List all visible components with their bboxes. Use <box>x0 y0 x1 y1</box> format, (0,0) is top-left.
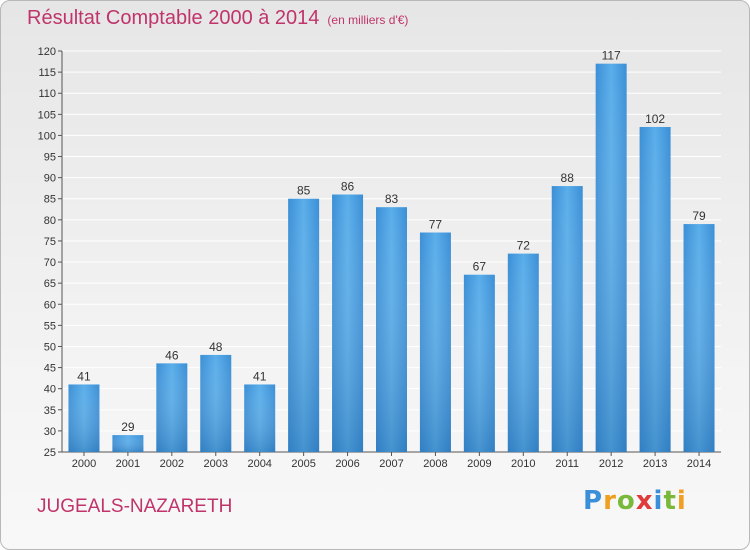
y-tick-label: 70 <box>44 257 56 269</box>
data-labels: 41 29 46 48 41 85 86 83 77 67 72 88 117 102 79 <box>77 49 706 434</box>
x-tick-label: 2004 <box>247 458 271 470</box>
proxiti-logo: Proxiti <box>583 486 687 516</box>
data-label: 77 <box>429 218 443 232</box>
y-tick-label: 105 <box>38 109 56 121</box>
data-label: 83 <box>385 192 399 206</box>
x-tick-label: 2014 <box>687 458 711 470</box>
logo-letter: x <box>635 486 654 516</box>
y-tick-label: 65 <box>44 278 56 290</box>
y-tick-label: 25 <box>44 447 56 459</box>
y-tick-label: 85 <box>44 194 56 206</box>
y-tick-label: 95 <box>44 152 56 164</box>
bar-shade <box>595 63 627 453</box>
x-tick-label: 2005 <box>291 458 315 470</box>
chart-title: Résultat Comptable 2000 à 2014 (en millie… <box>27 7 408 30</box>
logo-letter: t <box>663 486 677 516</box>
y-tick-label: 50 <box>44 341 56 353</box>
data-label: 79 <box>692 209 706 223</box>
bar-shade <box>419 232 451 452</box>
y-tick-label: 90 <box>44 173 56 185</box>
bar-shade <box>551 186 583 453</box>
data-label: 48 <box>209 340 223 354</box>
data-label: 72 <box>517 239 531 253</box>
data-label: 117 <box>602 49 621 63</box>
bar-shade <box>507 253 539 452</box>
bar-shade <box>376 207 407 452</box>
data-label: 41 <box>253 369 267 383</box>
bar-shade <box>463 274 495 452</box>
y-tick-label: 110 <box>38 88 56 100</box>
logo-letter: o <box>616 486 636 516</box>
x-tick-label: 2002 <box>160 458 184 470</box>
x-tick-label: 2007 <box>379 458 403 470</box>
y-tick-label: 40 <box>44 384 56 396</box>
bar-shade <box>288 198 320 452</box>
x-tick-label: 2009 <box>467 458 491 470</box>
y-tick-label: 35 <box>44 405 56 417</box>
data-label: 102 <box>645 112 665 126</box>
y-tick-label: 45 <box>44 363 56 375</box>
bar-shade <box>244 384 276 452</box>
bar-shade <box>200 354 232 452</box>
bar-shade <box>156 363 188 452</box>
bar-shade <box>112 435 144 452</box>
town-name: JUGEALS-NAZARETH <box>37 496 233 517</box>
data-label: 41 <box>77 369 91 383</box>
y-tick-label: 115 <box>38 67 56 79</box>
y-tick-label: 55 <box>44 320 56 332</box>
bar-shade <box>68 384 100 452</box>
x-tick-label: 2011 <box>555 458 579 470</box>
bars <box>68 63 715 453</box>
y-tick-label: 100 <box>38 130 56 142</box>
chart-title-text: Résultat Comptable 2000 à 2014 <box>27 7 320 29</box>
bar-shade <box>332 194 364 452</box>
x-tick-label: 2006 <box>335 458 359 470</box>
logo-letter: P <box>583 486 604 516</box>
logo-letter: i <box>653 486 664 516</box>
chart-subtitle: (en milliers d'€) <box>327 13 409 27</box>
y-tick-label: 120 <box>38 46 56 58</box>
x-tick-label: 2013 <box>643 458 667 470</box>
data-label: 29 <box>121 420 135 434</box>
logo-letter: i <box>676 486 687 516</box>
y-tick-label: 30 <box>44 426 56 438</box>
x-axis-ticks: 2000 2001 2002 2003 2004 2005 2006 2007 2008 2009… <box>72 452 711 470</box>
x-tick-label: 2010 <box>511 458 535 470</box>
x-tick-label: 2001 <box>116 458 140 470</box>
x-tick-label: 2012 <box>599 458 623 470</box>
y-tick-label: 80 <box>44 215 56 227</box>
bar-shade <box>683 224 715 452</box>
x-tick-label: 2000 <box>72 458 96 470</box>
x-tick-label: 2003 <box>204 458 228 470</box>
data-label: 86 <box>341 180 355 194</box>
data-label: 67 <box>473 260 487 274</box>
logo-letter: r <box>603 486 617 516</box>
data-label: 88 <box>561 171 575 185</box>
y-tick-label: 75 <box>44 236 56 248</box>
data-label: 85 <box>297 184 311 198</box>
x-tick-label: 2008 <box>423 458 447 470</box>
bar-shade <box>639 126 671 453</box>
y-tick-label: 60 <box>44 299 56 311</box>
data-label: 46 <box>165 348 179 362</box>
